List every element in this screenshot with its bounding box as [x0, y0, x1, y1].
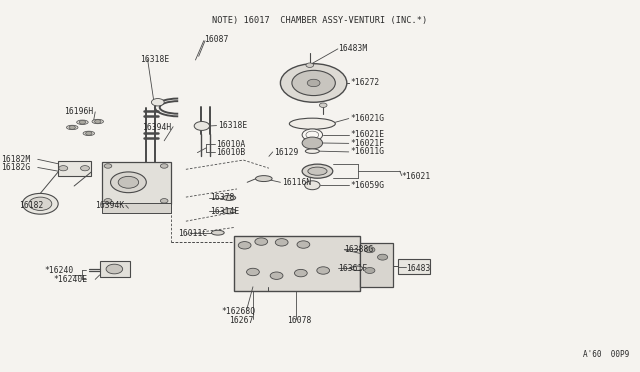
- Text: *16021G: *16021G: [351, 114, 385, 123]
- Circle shape: [306, 131, 319, 138]
- Circle shape: [292, 70, 335, 96]
- Circle shape: [106, 264, 123, 274]
- Circle shape: [194, 122, 209, 131]
- Circle shape: [104, 199, 112, 203]
- Circle shape: [297, 241, 310, 248]
- Ellipse shape: [289, 118, 335, 129]
- Text: *16272: *16272: [351, 78, 380, 87]
- Text: 16318E: 16318E: [140, 55, 169, 64]
- Bar: [100, 261, 131, 277]
- Circle shape: [280, 64, 347, 102]
- Text: 16483M: 16483M: [338, 44, 367, 53]
- Text: *16021E: *16021E: [351, 130, 385, 140]
- Text: *16021: *16021: [402, 172, 431, 181]
- Circle shape: [81, 166, 90, 171]
- Circle shape: [365, 267, 375, 273]
- Ellipse shape: [351, 266, 363, 270]
- Ellipse shape: [83, 131, 95, 136]
- Circle shape: [378, 254, 388, 260]
- Circle shape: [59, 166, 68, 171]
- Ellipse shape: [255, 176, 272, 182]
- Circle shape: [29, 197, 52, 211]
- Text: 16483: 16483: [406, 264, 431, 273]
- Text: 16129: 16129: [274, 148, 298, 157]
- Text: *16011G: *16011G: [351, 147, 385, 156]
- Circle shape: [306, 63, 314, 67]
- Bar: [102, 203, 171, 213]
- Text: 16116N: 16116N: [282, 178, 311, 187]
- Circle shape: [118, 176, 139, 188]
- Text: 16182G: 16182G: [1, 163, 30, 172]
- Circle shape: [365, 247, 375, 253]
- Circle shape: [319, 103, 327, 108]
- Circle shape: [104, 164, 112, 168]
- Bar: [102, 162, 171, 204]
- Text: 16394H: 16394H: [143, 123, 172, 132]
- Text: 16394K: 16394K: [95, 201, 124, 210]
- Ellipse shape: [77, 120, 88, 125]
- Bar: [234, 235, 360, 291]
- Ellipse shape: [223, 209, 236, 214]
- Text: NOTE) 16017  CHAMBER ASSY-VENTURI (INC.*): NOTE) 16017 CHAMBER ASSY-VENTURI (INC.*): [212, 16, 428, 25]
- Text: 16318E: 16318E: [218, 121, 247, 130]
- Ellipse shape: [92, 119, 104, 124]
- Circle shape: [22, 193, 58, 214]
- Circle shape: [255, 238, 268, 245]
- Ellipse shape: [305, 149, 319, 153]
- Text: 16196H: 16196H: [65, 108, 94, 116]
- Circle shape: [275, 238, 288, 246]
- Text: 16267: 16267: [229, 316, 253, 325]
- Text: 16378: 16378: [210, 193, 234, 202]
- Bar: [360, 243, 394, 287]
- Text: 16078: 16078: [287, 316, 311, 325]
- Circle shape: [161, 199, 168, 203]
- Text: 16011C: 16011C: [178, 229, 207, 238]
- Circle shape: [238, 241, 251, 249]
- Ellipse shape: [223, 195, 236, 201]
- Text: *16240: *16240: [44, 266, 74, 275]
- Circle shape: [317, 267, 330, 274]
- Circle shape: [294, 269, 307, 277]
- Circle shape: [305, 181, 320, 190]
- Circle shape: [302, 129, 323, 141]
- Text: 16182M: 16182M: [1, 155, 30, 164]
- Text: *16021F: *16021F: [351, 139, 385, 148]
- Text: *16268Q: *16268Q: [221, 307, 255, 316]
- Text: *16240E: *16240E: [53, 275, 87, 284]
- Circle shape: [270, 272, 283, 279]
- Ellipse shape: [211, 230, 224, 235]
- Circle shape: [79, 121, 86, 124]
- Text: *16059G: *16059G: [351, 181, 385, 190]
- Circle shape: [161, 164, 168, 168]
- Ellipse shape: [67, 125, 78, 130]
- Circle shape: [307, 79, 320, 87]
- Text: 16182: 16182: [19, 201, 43, 210]
- Text: 16361F: 16361F: [338, 264, 367, 273]
- Circle shape: [111, 172, 147, 193]
- Bar: [398, 259, 430, 274]
- Circle shape: [95, 120, 101, 124]
- Ellipse shape: [302, 164, 333, 178]
- Ellipse shape: [308, 167, 327, 175]
- Text: 16314E: 16314E: [210, 207, 239, 216]
- Bar: [58, 161, 92, 176]
- Circle shape: [86, 132, 92, 135]
- Text: 16010B: 16010B: [216, 148, 246, 157]
- Circle shape: [302, 137, 323, 149]
- Circle shape: [152, 99, 164, 106]
- Circle shape: [69, 126, 76, 129]
- Text: 16087: 16087: [204, 35, 228, 44]
- Circle shape: [246, 268, 259, 276]
- Text: 16388G: 16388G: [344, 245, 374, 254]
- Text: 16010A: 16010A: [216, 140, 246, 149]
- Text: A'60  00P9: A'60 00P9: [584, 350, 630, 359]
